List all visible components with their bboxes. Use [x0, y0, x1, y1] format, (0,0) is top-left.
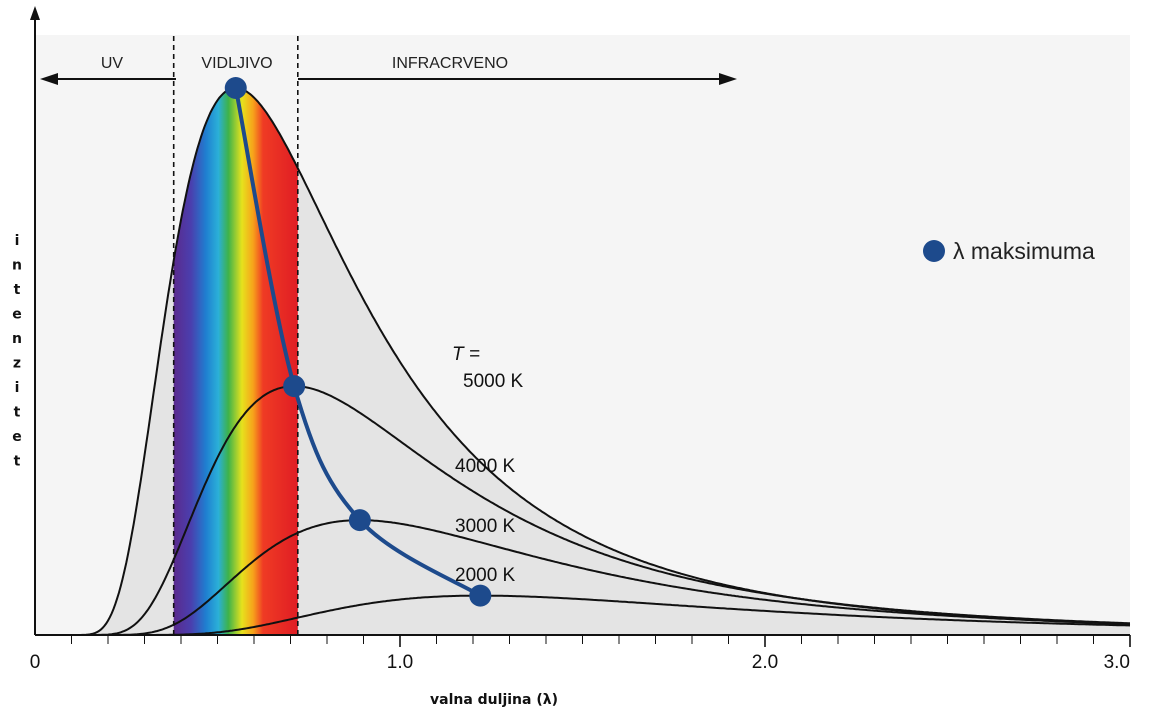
- region-label-infrared: INFRACRVENO: [392, 55, 508, 72]
- x-tick-label: 0: [30, 652, 41, 673]
- peak-marker-2000k: [469, 585, 491, 607]
- x-tick-label: 3.0: [1104, 652, 1130, 673]
- curve-label-5000k: 5000 K: [463, 371, 524, 392]
- y-axis-arrowhead-icon: [30, 6, 40, 20]
- y-axis-label-letter: i: [15, 380, 20, 396]
- peak-marker-3000k: [349, 509, 371, 531]
- x-tick-labels: 0 1.0 2.0 3.0: [30, 652, 1130, 673]
- y-axis-label-letter: t: [14, 405, 21, 421]
- peak-marker-5000k: [225, 77, 247, 99]
- x-axis-label: valna duljina (λ): [430, 692, 558, 708]
- curve-label-3000k: 3000 K: [455, 516, 516, 537]
- y-axis-label-letter: t: [14, 282, 21, 298]
- y-axis-label-letter: z: [13, 356, 21, 372]
- curve-label-2000k: 2000 K: [455, 565, 516, 586]
- legend-marker-icon: [923, 240, 945, 262]
- y-axis-label-letter: n: [12, 331, 22, 347]
- curve-label-t-prefix: T =: [452, 344, 480, 365]
- x-minor-ticks: [72, 635, 1131, 647]
- y-axis-label-letter: n: [12, 258, 22, 274]
- x-tick-label: 2.0: [752, 652, 778, 673]
- peak-marker-4000k: [283, 375, 305, 397]
- region-label-uv: UV: [101, 55, 124, 72]
- region-label-visible: VIDLJIVO: [201, 55, 272, 72]
- y-axis-label-letter: e: [12, 429, 22, 445]
- x-tick-label: 1.0: [387, 652, 413, 673]
- y-axis-label-letter: t: [14, 454, 21, 470]
- curve-label-4000k: 4000 K: [455, 456, 516, 477]
- y-axis-label-letter: i: [15, 233, 20, 249]
- y-axis-label-letter: e: [12, 307, 22, 323]
- legend-label: λ maksimuma: [953, 238, 1095, 264]
